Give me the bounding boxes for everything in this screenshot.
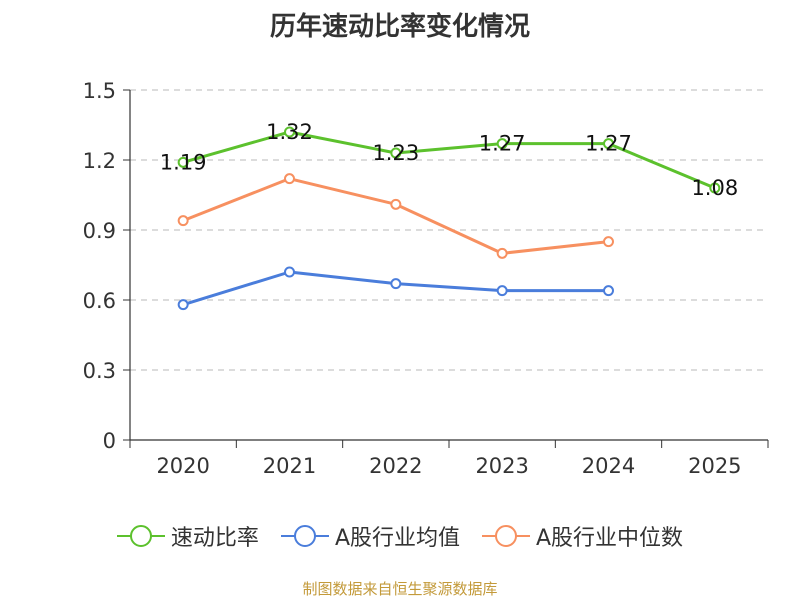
data-point [709,182,721,194]
legend-marker-icon [280,524,329,548]
legend-item-industry-median[interactable]: A股行业中位数 [482,520,683,552]
chart-title: 历年速动比率变化情况 [269,12,530,42]
legend-marker-icon [116,524,165,548]
series-line [182,130,716,190]
data-point [496,285,508,297]
legend-item-quick-ratio[interactable]: 速动比率 [116,520,259,552]
data-point [390,198,402,210]
x-tick-label: 2023 [475,454,528,478]
data-point [390,147,402,159]
data-label: 1.19 [160,150,207,174]
data-point [603,285,614,297]
data-point [284,126,295,138]
legend-label: A股行业均值 [334,526,460,551]
y-tick-label: 0.9 [83,219,116,243]
x-tick-label: 2025 [688,454,741,478]
legend-label: A股行业中位数 [536,526,684,551]
y-tick-label: 1.2 [83,149,116,173]
x-tick-label: 2021 [263,454,316,478]
x-tick-label: 2020 [156,454,209,478]
legend-marker-icon [482,524,530,548]
data-label: 1.08 [691,176,738,200]
data-point [496,138,508,150]
series-line [182,177,609,255]
data-point [496,247,508,259]
x-tick-label: 2024 [582,454,635,478]
data-point [177,215,189,227]
legend-item-industry-mean[interactable]: A股行业均值 [280,520,460,552]
data-point [284,173,295,185]
data-point [177,299,189,311]
data-point [390,278,402,290]
y-tick-label: 1.5 [83,79,116,103]
data-label: 1.23 [372,141,419,165]
legend-label: 速动比率 [170,526,259,551]
data-label: 1.32 [266,120,313,144]
data-point [603,138,614,150]
y-tick-label: 0 [103,429,116,453]
legend: 速动比率 A股行业均值 A股行业中位数 [0,520,800,552]
data-point [177,156,189,168]
data-point [603,236,614,248]
data-label: 1.27 [479,132,526,156]
data-point [284,266,295,278]
x-tick-label: 2022 [369,454,422,478]
y-tick-label: 0.6 [83,289,116,313]
data-label: 1.27 [585,132,632,156]
source-note: 制图数据来自恒生聚源数据库 [302,580,498,598]
y-tick-label: 0.3 [83,359,116,383]
